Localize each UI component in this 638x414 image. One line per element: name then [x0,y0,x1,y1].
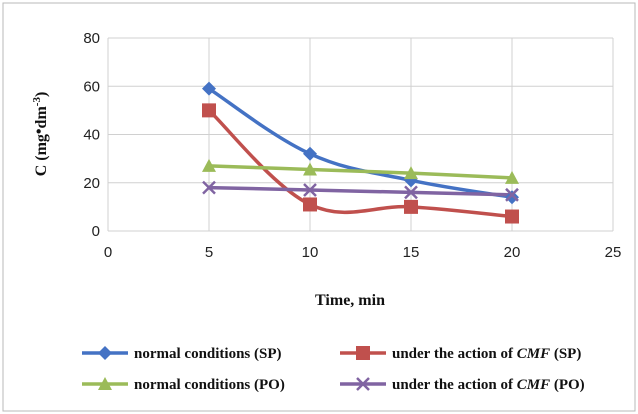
legend-label: normal conditions (PO) [134,377,285,393]
series-4-point [303,183,317,197]
legend-label: normal conditions (SP) [134,346,282,362]
series-2-point [202,103,216,118]
series-1-point [303,146,317,161]
series-2-point [404,199,418,214]
y-tick-label: 20 [83,175,100,192]
series-3-point [505,170,519,184]
legend-label: under the action of CMF (SP) [392,346,581,362]
chart-grid [107,37,614,232]
legend-item-1: normal conditions (SP) [82,346,282,362]
legend-marker [98,377,112,390]
x-tick-label: 25 [605,244,622,261]
series-4-point [404,185,418,200]
x-tick-label: 10 [302,244,319,261]
x-tick-label: 5 [205,244,213,261]
series-2-point [303,197,317,212]
series-3-point [303,162,317,176]
series-markers [202,81,519,224]
y-tick-label: 80 [83,30,100,47]
x-axis-title: Time, min [315,292,385,309]
x-axis-ticks: 0 5 10 15 20 25 [104,244,622,261]
series-4-point [202,180,216,195]
series-2-point [505,209,519,224]
y-tick-label: 0 [92,223,100,240]
series-3-point [404,166,418,180]
y-axis-title: C (mg•dm-3) [31,92,50,177]
series-line-3 [208,164,513,180]
legend-marker [98,346,112,360]
y-tick-label: 60 [83,78,100,95]
y-axis-bullet: • [31,128,48,134]
series-4-point [505,187,519,202]
y-tick-label: 40 [83,127,100,144]
x-tick-label: 15 [403,244,420,261]
legend-item-3: normal conditions (PO) [82,377,285,393]
legend-item-4: under the action of CMF (PO) [340,377,585,393]
series-1-point [505,190,519,205]
series-lines [207,87,513,219]
legend-item-2: under the action of CMF (SP) [340,346,581,362]
chart-legend: normal conditions (SP) under the action o… [82,346,585,393]
legend-marker [356,346,370,360]
series-line-4 [208,185,513,197]
legend-label: under the action of CMF (PO) [392,377,585,393]
x-tick-label: 20 [504,244,521,261]
series-3-point [202,158,216,172]
x-tick-label: 0 [104,244,112,261]
series-line-2 [207,109,513,219]
legend-marker [356,377,370,391]
y-axis-ticks: 0 20 40 60 80 [83,30,100,240]
series-1-point [202,81,216,96]
